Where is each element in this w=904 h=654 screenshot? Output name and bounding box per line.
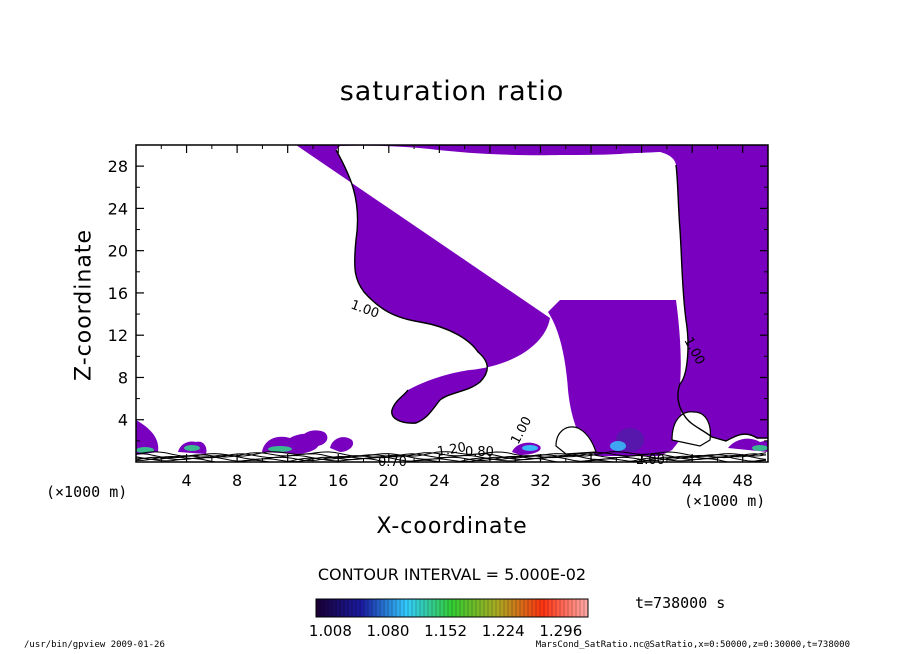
surface-contour-line (136, 452, 767, 459)
x-tick-label: 48 (733, 471, 753, 490)
time-label: t=738000 s (635, 594, 726, 612)
surface-contour-band (136, 451, 767, 462)
colorbar-tick-label: 1.008 (309, 622, 352, 640)
contour-label: 0.80 (465, 445, 494, 460)
y-tick-label: 12 (108, 326, 128, 345)
x-tick-label: 44 (682, 471, 702, 490)
supersaturated-core (752, 445, 768, 451)
saturated-region-main (296, 145, 768, 441)
x-tick-label: 12 (278, 471, 298, 490)
contour-line-1.00 (335, 149, 488, 424)
y-axis: 4 8 12 16 20 24 28 (108, 157, 768, 442)
y-axis-title: Z-coordinate (71, 229, 97, 381)
y-tick-label: 4 (118, 411, 128, 430)
saturated-patch (136, 420, 159, 455)
saturated-patch (300, 430, 328, 446)
colorbar-tick-label: 1.224 (482, 622, 525, 640)
x-tick-label: 36 (581, 471, 601, 490)
x-tick-label: 32 (530, 471, 550, 490)
plot-frame (135, 144, 769, 463)
y-tick-label: 20 (108, 242, 128, 261)
contour-line-1.00 (675, 164, 768, 442)
x-tick-label: 28 (480, 471, 500, 490)
colorbar-tick-label: 1.080 (367, 622, 410, 640)
x-tick-label: 40 (631, 471, 651, 490)
supersaturated-core (610, 441, 626, 451)
colorbar-labels: 1.008 1.080 1.152 1.224 1.296 (309, 622, 582, 640)
x-tick-label: 16 (328, 471, 348, 490)
x-tick-label: 4 (181, 471, 191, 490)
colorbar-stripes (319, 599, 585, 617)
colorbar-tick-label: 1.152 (424, 622, 467, 640)
footer-source: MarsCond_SatRatio.nc@SatRatio,x=0:50000,… (535, 640, 850, 650)
supersaturated-core (184, 445, 200, 451)
saturated-region-trunk (548, 300, 683, 456)
contour-label: 2.00 (636, 453, 665, 468)
x-axis: 4 8 12 16 20 24 28 32 36 40 44 48 (160, 145, 753, 490)
surface-contour-line (136, 454, 767, 462)
plot-area (136, 145, 768, 462)
y-tick-label: 28 (108, 157, 128, 176)
saturated-patch (330, 437, 354, 452)
x-tick-label: 8 (232, 471, 242, 490)
x-axis-title: X-coordinate (376, 514, 528, 539)
x-tick-label: 24 (429, 471, 449, 490)
x-tick-label: 20 (379, 471, 399, 490)
y-tick-label: 8 (118, 368, 128, 387)
y-tick-label: 16 (108, 284, 128, 303)
contour-label: 0.70 (378, 455, 407, 470)
chart-title: saturation ratio (339, 76, 565, 107)
footer-program: /usr/bin/gpview 2009-01-26 (24, 640, 165, 650)
contour-label: 1.20 (436, 440, 467, 460)
x-axis-unit-right: (×1000 m) (684, 492, 766, 510)
unsaturated-pocket (555, 426, 597, 455)
surface-contour-line (136, 457, 767, 462)
supersaturated-core (136, 447, 154, 453)
supersaturated-core (522, 445, 538, 451)
colorbar-tick-label: 1.296 (539, 622, 582, 640)
supersaturated-core (268, 446, 292, 452)
x-axis-unit-left: (×1000 m) (46, 483, 128, 501)
y-tick-label: 24 (108, 199, 128, 218)
contour-interval: CONTOUR INTERVAL = 5.000E-02 (317, 565, 587, 584)
surface-contour-line (136, 451, 767, 457)
